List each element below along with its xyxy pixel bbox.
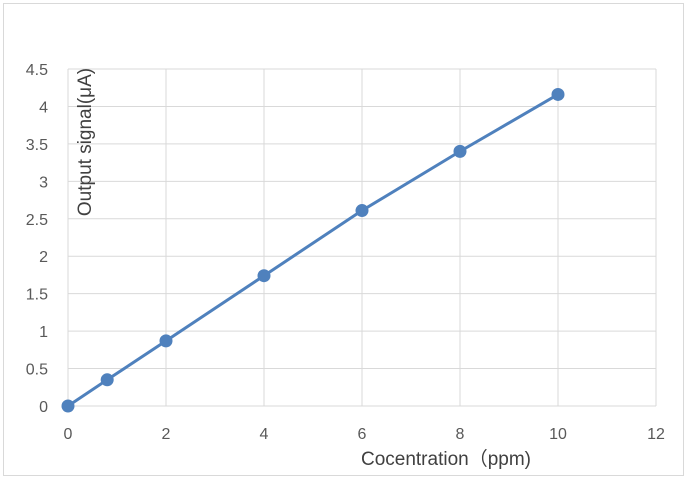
x-tick-label: 8 [456,426,465,443]
y-tick-label: 2.5 [26,212,48,229]
x-tick-label: 10 [549,426,567,443]
data-point [355,204,369,218]
y-tick-label: 4.5 [26,62,48,79]
chart-area: 0 0.5 1 1.5 2 2.5 3 3.5 4 4.5 0 2 4 6 8 10 12 Cocentrat… [26,62,665,470]
y-tick-label: 3.5 [26,137,48,154]
y-tick-label: 0 [39,399,48,416]
y-tick-label: 3 [39,174,48,191]
data-point [100,373,114,387]
x-axis-label: Cocentration（ppm) [361,448,531,470]
data-point [257,269,271,283]
y-tick-label: 1 [39,324,48,341]
x-tick-label: 4 [260,426,269,443]
data-point [61,399,75,413]
y-tick-label: 4 [39,99,48,116]
y-tick-label: 0.5 [26,362,48,379]
series-line [67,93,559,408]
y-tick-label: 2 [39,249,48,266]
y-axis-label: Output signal(μA) [75,68,96,216]
chart-frame: 0 0.5 1 1.5 2 2.5 3 3.5 4 4.5 0 2 4 6 8 10 12 Cocentrat… [3,3,684,476]
x-tick-label: 6 [358,426,367,443]
series [61,87,565,413]
grid [67,68,657,407]
data-point [551,87,565,101]
x-tick-label: 0 [64,426,73,443]
y-axis-ticks: 0 0.5 1 1.5 2 2.5 3 3.5 4 4.5 [26,62,48,416]
y-tick-label: 1.5 [26,287,48,304]
data-point [159,334,173,348]
x-tick-label: 12 [647,426,665,443]
x-axis-ticks: 0 2 4 6 8 10 12 [64,426,665,443]
x-tick-label: 2 [162,426,171,443]
data-point [453,144,467,158]
